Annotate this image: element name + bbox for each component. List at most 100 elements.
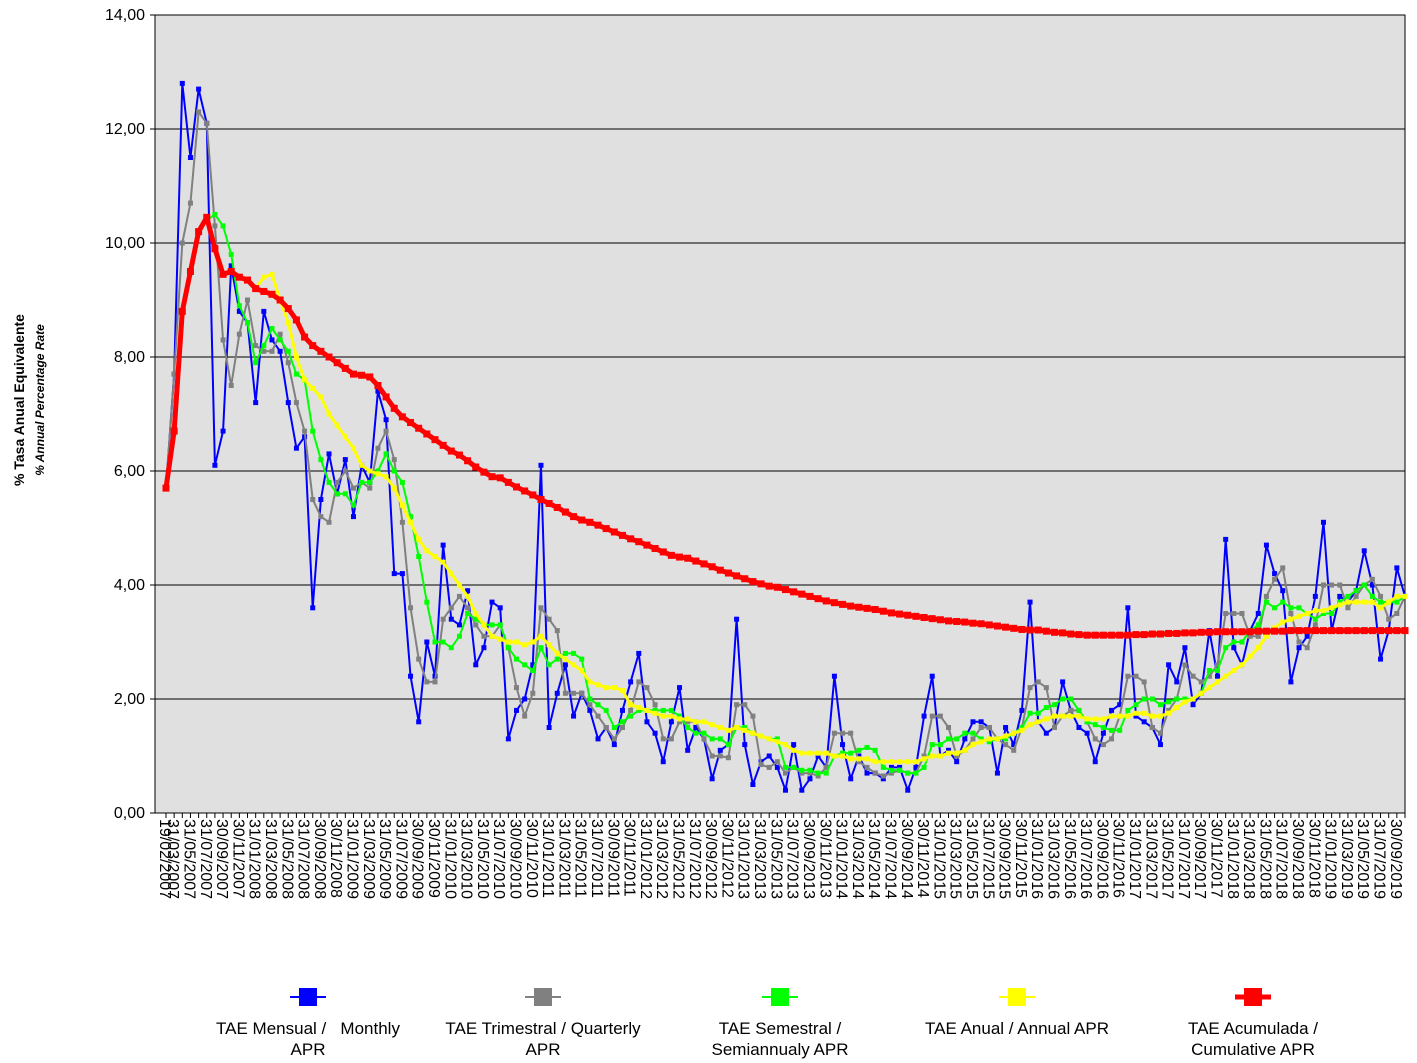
series-marker <box>1133 713 1139 719</box>
series-marker <box>1141 710 1147 716</box>
series-marker <box>416 656 422 662</box>
series-marker <box>1190 702 1196 708</box>
series-marker <box>522 662 528 668</box>
series-marker <box>236 308 242 314</box>
series-marker <box>840 753 846 759</box>
series-marker <box>465 605 471 611</box>
series-marker <box>326 479 332 485</box>
series-marker <box>1344 627 1352 635</box>
series-marker <box>571 690 577 696</box>
series-marker <box>473 662 479 668</box>
series-marker <box>228 263 234 269</box>
series-marker <box>929 673 935 679</box>
series-marker <box>440 542 446 548</box>
series-marker <box>904 611 912 619</box>
series-marker <box>196 86 202 92</box>
series-marker <box>424 639 430 645</box>
series-marker <box>985 621 993 629</box>
series-marker <box>742 702 748 708</box>
series-marker <box>1230 628 1238 636</box>
series-marker <box>587 696 593 702</box>
series-marker <box>912 612 920 620</box>
series-marker <box>937 713 943 719</box>
series-marker <box>595 702 601 708</box>
series-marker <box>489 633 495 639</box>
series-marker <box>986 736 992 742</box>
legend-label: TAE Trimestral / Quarterly APR <box>445 1019 645 1059</box>
series-marker <box>1043 716 1049 722</box>
series-marker <box>717 725 723 730</box>
series-marker <box>456 633 462 639</box>
x-tick-label: 31/07/2011 <box>588 819 605 898</box>
series-marker <box>220 223 226 229</box>
series-marker <box>245 297 251 303</box>
series-marker <box>481 622 487 628</box>
series-marker <box>977 620 985 628</box>
series-marker <box>398 413 406 421</box>
series-marker <box>342 457 348 463</box>
series-marker <box>1100 742 1106 748</box>
series-marker <box>1018 625 1026 633</box>
series-marker <box>1092 722 1098 728</box>
series-marker <box>1091 631 1099 639</box>
series-marker <box>1051 725 1057 730</box>
series-marker <box>864 764 870 770</box>
series-marker <box>301 333 309 341</box>
x-tick-label: 31/03/2009 <box>360 819 377 899</box>
series-marker <box>375 468 381 474</box>
series-marker <box>986 725 992 730</box>
series-marker <box>1027 710 1033 716</box>
series-marker <box>725 742 731 748</box>
series-marker <box>228 251 234 257</box>
series-marker <box>1369 599 1375 605</box>
series-marker <box>416 536 422 542</box>
series-marker <box>416 719 422 725</box>
series-marker <box>408 514 414 520</box>
series-marker <box>1141 696 1147 702</box>
series-marker <box>1215 673 1221 679</box>
series-marker <box>562 656 568 662</box>
series-marker <box>668 719 674 725</box>
series-marker <box>236 331 242 337</box>
series-marker <box>1157 730 1163 736</box>
x-tick-label: 31/01/2010 <box>441 819 458 899</box>
series-marker <box>978 739 984 745</box>
x-tick-label: 30/09/2018 <box>1289 819 1306 899</box>
series-marker <box>799 767 805 773</box>
series-marker <box>333 359 341 367</box>
series-marker <box>717 753 723 759</box>
series-marker <box>1011 730 1017 736</box>
series-marker <box>1019 727 1025 733</box>
series-marker <box>473 616 479 622</box>
series-marker <box>587 679 593 685</box>
series-marker <box>766 736 772 742</box>
series-marker <box>962 747 968 753</box>
series-marker <box>448 571 454 577</box>
series-marker <box>668 713 674 719</box>
series-marker <box>1100 725 1106 730</box>
series-marker <box>970 736 976 742</box>
series-marker <box>685 747 691 753</box>
x-tick-label: 30/11/2017 <box>1208 819 1225 898</box>
series-marker <box>978 725 984 730</box>
series-marker <box>1255 645 1261 651</box>
x-tick-label: 31/03/2013 <box>751 819 768 899</box>
x-tick-label: 31/07/2007 <box>197 819 214 899</box>
series-marker <box>1156 630 1164 638</box>
series-marker <box>366 373 374 381</box>
series-marker <box>1060 679 1066 685</box>
x-tick-label: 31/01/2011 <box>539 819 556 898</box>
series-marker <box>334 479 340 485</box>
series-marker <box>921 753 927 759</box>
y-tick-label: 2,00 <box>114 691 145 708</box>
series-marker <box>840 730 846 736</box>
series-marker <box>1174 679 1180 685</box>
series-marker <box>937 742 943 748</box>
series-marker <box>465 588 471 594</box>
series-marker <box>969 619 977 627</box>
series-marker <box>293 371 299 377</box>
series-marker <box>1377 627 1385 635</box>
series-marker <box>1238 628 1246 636</box>
series-marker <box>1068 696 1074 702</box>
series-marker <box>807 750 813 756</box>
